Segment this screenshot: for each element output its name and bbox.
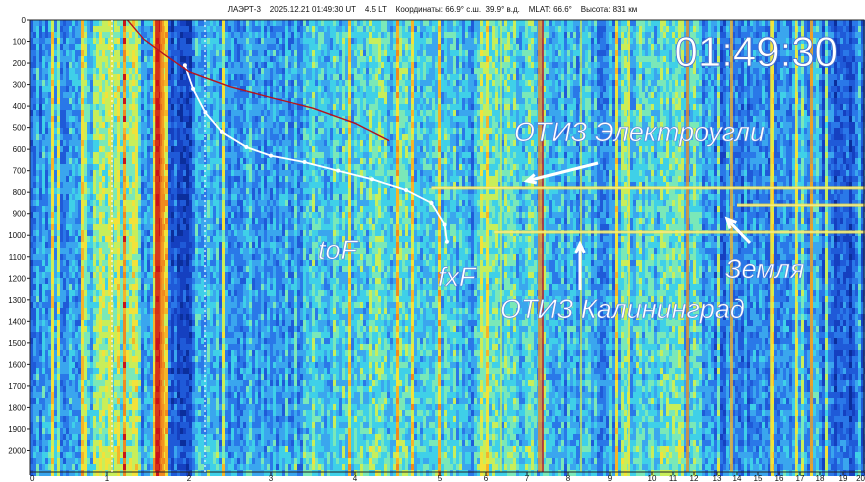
plot-frame <box>29 19 865 473</box>
x-tick-label: 20 <box>856 474 865 482</box>
trace-point <box>442 222 447 227</box>
signal-lines <box>431 186 865 234</box>
label-electrougli: ОТИЗ Электроугли <box>514 117 765 147</box>
label-zemlya: Земля <box>725 254 804 284</box>
altitude: Высота: 831 км <box>581 5 638 14</box>
trace-curves <box>126 19 449 244</box>
y-tick-label: 1400 <box>8 317 26 326</box>
x-tick-label: 16 <box>775 474 784 482</box>
x-tick-label: 6 <box>484 474 489 482</box>
x-tick-label: 2 <box>187 474 192 482</box>
y-tick-label: 1600 <box>8 360 26 369</box>
x-tick-label: 13 <box>713 474 722 482</box>
y-tick-label: 500 <box>13 124 27 133</box>
trace-point <box>269 153 273 158</box>
coords-label: Координаты: <box>396 5 443 14</box>
clock-readout: 01:49:30 <box>675 28 839 75</box>
x-tick-label: 14 <box>733 474 742 482</box>
y-tick-label: 100 <box>13 38 27 47</box>
label-tof: toF <box>318 235 359 265</box>
trace-point <box>429 200 434 205</box>
y-tick-label: 200 <box>13 59 27 68</box>
y-tick-label: 2000 <box>8 446 26 455</box>
chart-axes <box>29 19 865 473</box>
x-tick-label: 17 <box>796 474 805 482</box>
trace-point <box>444 239 449 244</box>
trace-point <box>404 188 408 193</box>
y-tick-label: 0 <box>22 16 27 25</box>
y-tick-label: 1200 <box>8 274 26 283</box>
y-tick-label: 900 <box>13 210 27 219</box>
x-tick-label: 18 <box>816 474 825 482</box>
satellite-name: ЛАЭРТ-3 <box>228 5 261 14</box>
x-tick-label: 7 <box>525 474 530 482</box>
x-tick-label: 0 <box>30 474 35 482</box>
x-tick-label: 1 <box>105 474 110 482</box>
arrow-zemlya <box>725 217 752 245</box>
y-tick-label: 1900 <box>8 425 26 434</box>
arrow-electrougli <box>526 161 599 183</box>
longitude: 39.9° в.д. <box>486 5 520 14</box>
trace-point <box>336 168 341 173</box>
y-tick-label: 1300 <box>8 296 26 305</box>
trace-point <box>191 86 196 91</box>
x-tick-label: 12 <box>690 474 699 482</box>
x-tick-label: 15 <box>754 474 763 482</box>
y-axis: 0 100 200 300 400 500 600 700 800 900 1000 1100 1200… <box>8 16 30 455</box>
x-tick-label: 3 <box>269 474 274 482</box>
y-tick-label: 700 <box>13 167 27 176</box>
x-tick-label: 8 <box>566 474 571 482</box>
y-tick-label: 1000 <box>8 231 26 240</box>
datetime: 2025.12.21 01:49:30 UT <box>270 5 356 14</box>
local-time: 4.5 LT <box>365 5 387 14</box>
annotation-arrows <box>523 161 752 290</box>
x-tick-label: 10 <box>648 474 657 482</box>
y-tick-label: 1100 <box>9 253 27 262</box>
x-tick-label: 19 <box>839 474 848 482</box>
spectrogram-heatmap <box>30 20 865 476</box>
mlat: MLAT: 66.6° <box>529 5 572 14</box>
latitude: 66.9° с.ш. <box>445 5 481 14</box>
x-tick-label: 4 <box>353 474 358 482</box>
label-kaliningrad: ОТИЗ Калининград <box>500 294 745 324</box>
x-axis: 0 1 2 3 4 5 6 7 8 9 10 11 12 13 14 15 16 17 18 19 20 <box>29 472 865 482</box>
y-tick-label: 1700 <box>8 382 26 391</box>
label-fxf: fxF <box>438 262 477 292</box>
x-tick-label: 5 <box>438 474 443 482</box>
chart-header: ЛАЭРТ-3 2025.12.21 01:49:30 UT 4.5 LT Ко… <box>0 0 865 20</box>
trace-point <box>302 160 307 165</box>
red_trace <box>126 19 390 142</box>
y-tick-label: 300 <box>13 81 27 90</box>
x-tick-label: 11 <box>669 474 678 482</box>
y-tick-label: 1800 <box>8 403 26 412</box>
y-tick-label: 800 <box>13 188 27 197</box>
y-tick-label: 400 <box>13 102 27 111</box>
trace-point <box>244 144 249 149</box>
trace-point <box>182 63 187 68</box>
x-tick-label: 9 <box>608 474 613 482</box>
y-tick-label: 600 <box>13 145 27 154</box>
trace-point <box>370 177 374 182</box>
y-tick-label: 1500 <box>8 339 26 348</box>
trace-point <box>219 129 224 134</box>
